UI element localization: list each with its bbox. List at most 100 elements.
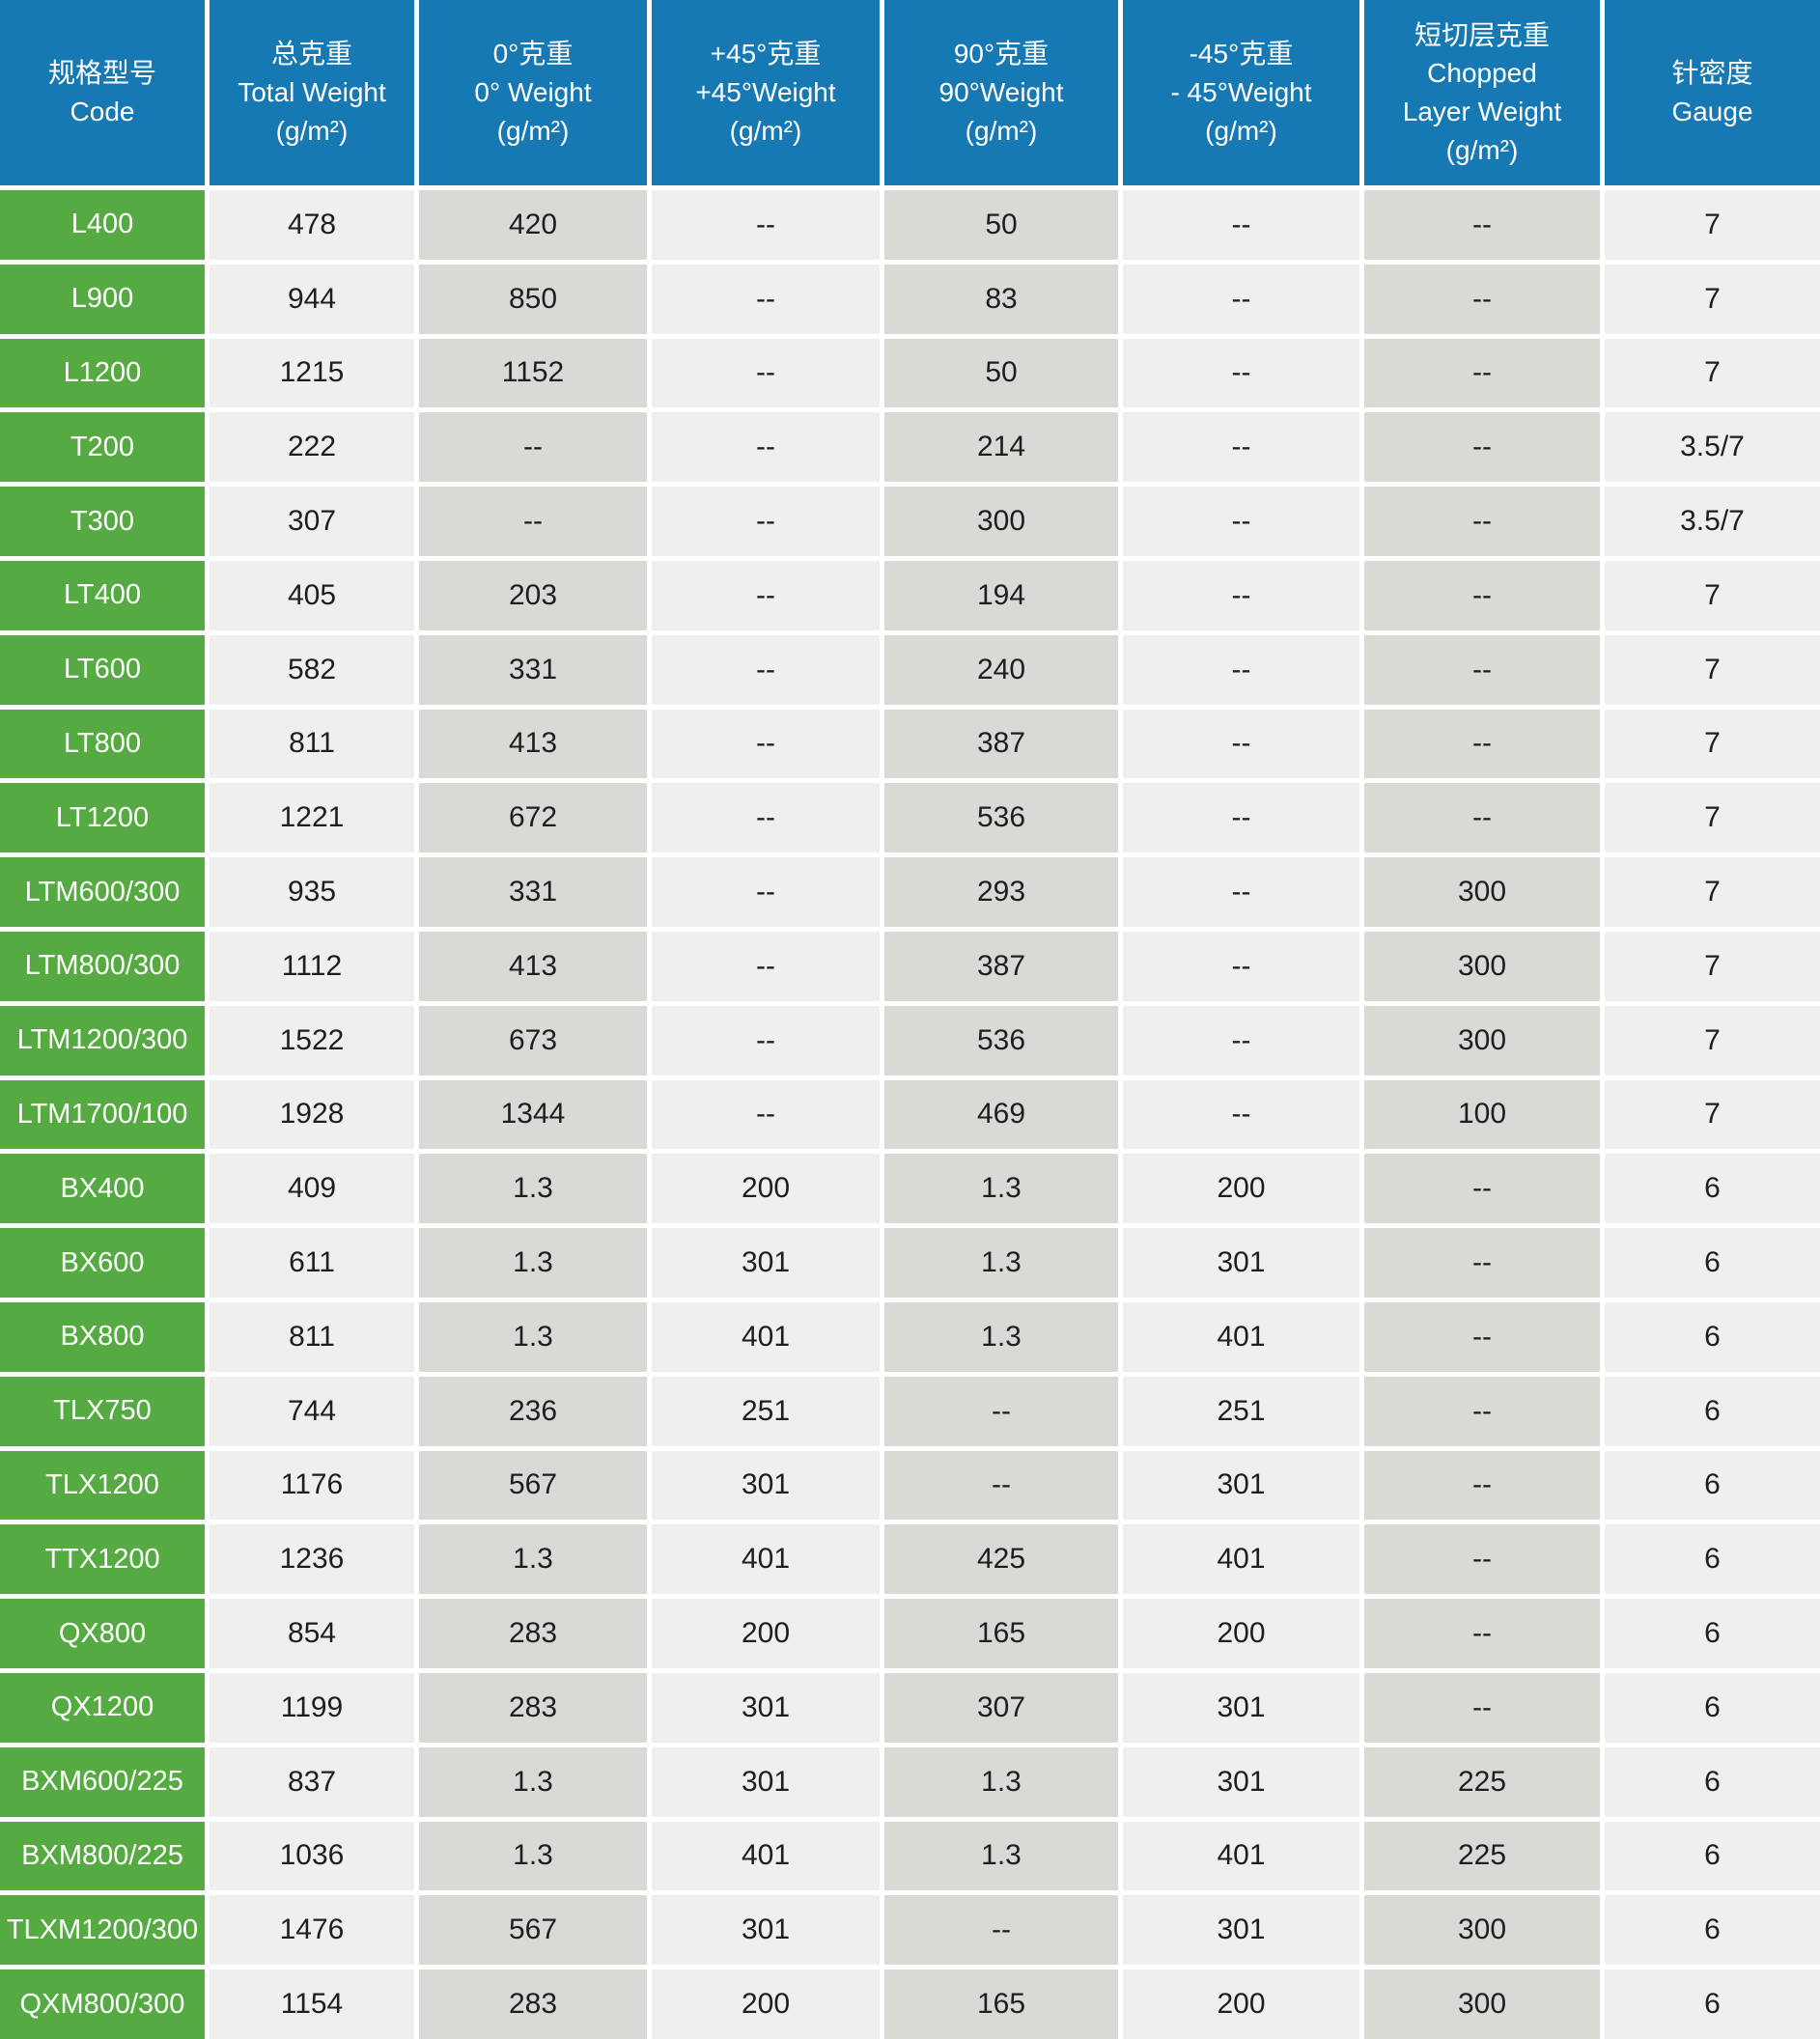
code-cell: BXM600/225 <box>0 1746 205 1817</box>
value-cell-minus45: -- <box>1123 190 1359 260</box>
value-cell-plus45: -- <box>652 487 880 556</box>
value-cell-total: 409 <box>210 1154 414 1224</box>
value-cell-gauge: 3.5/7 <box>1605 487 1820 556</box>
column-header-total-line: 总克重 <box>270 39 352 70</box>
value-cell-total: 944 <box>210 264 414 334</box>
value-cell-plus45: 301 <box>652 1746 880 1817</box>
value-cell-minus45: 301 <box>1123 1746 1359 1817</box>
value-cell-minus45: 401 <box>1123 1301 1359 1372</box>
value-cell-chopped: -- <box>1364 634 1600 705</box>
code-cell: TLX1200 <box>0 1450 205 1521</box>
value-cell-chopped: 300 <box>1364 1895 1600 1966</box>
column-header-deg0-line: 0° Weight <box>474 77 592 108</box>
value-cell-total: 1112 <box>210 931 414 1001</box>
value-cell-deg0: 413 <box>419 931 647 1001</box>
value-cell-minus45: 200 <box>1123 1154 1359 1224</box>
value-cell-deg90: 1.3 <box>884 1301 1118 1372</box>
value-cell-total: 1236 <box>210 1524 414 1595</box>
value-cell-minus45: 301 <box>1123 1895 1359 1966</box>
column-header-total: 总克重 Total Weight (g/m²) <box>210 0 414 185</box>
code-cell: LT400 <box>0 560 205 630</box>
value-cell-deg90: -- <box>884 1450 1118 1521</box>
value-cell-deg0: 850 <box>419 264 647 334</box>
value-cell-deg0: -- <box>419 487 647 556</box>
value-cell-plus45: -- <box>652 1079 880 1150</box>
value-cell-chopped: 100 <box>1364 1079 1600 1150</box>
column-header-plus45-line: +45°克重 <box>710 39 822 70</box>
value-cell-deg90: 165 <box>884 1969 1118 2039</box>
value-cell-total: 811 <box>210 1301 414 1372</box>
value-cell-deg90: 469 <box>884 1079 1118 1150</box>
code-cell: LTM1700/100 <box>0 1079 205 1150</box>
value-cell-deg90: 50 <box>884 190 1118 260</box>
column-header-deg0-line: 0°克重 <box>492 39 574 70</box>
code-cell: T300 <box>0 487 205 556</box>
value-cell-total: 1928 <box>210 1079 414 1150</box>
value-cell-gauge: 7 <box>1605 931 1820 1001</box>
column-header-code-line: 规格型号 <box>47 58 156 89</box>
value-cell-total: 811 <box>210 709 414 779</box>
value-cell-plus45: -- <box>652 1005 880 1075</box>
code-cell: QXM800/300 <box>0 1969 205 2039</box>
value-cell-chopped: -- <box>1364 1154 1600 1224</box>
value-cell-plus45: 401 <box>652 1301 880 1372</box>
column-header-minus45-line: (g/m²) <box>1205 115 1277 146</box>
value-cell-gauge: 3.5/7 <box>1605 412 1820 483</box>
value-cell-gauge: 6 <box>1605 1301 1820 1372</box>
value-cell-minus45: -- <box>1123 857 1359 927</box>
value-cell-chopped: 300 <box>1364 1005 1600 1075</box>
value-cell-total: 1154 <box>210 1969 414 2039</box>
value-cell-total: 1215 <box>210 338 414 408</box>
value-cell-chopped: 300 <box>1364 1969 1600 2039</box>
value-cell-deg0: 283 <box>419 1969 647 2039</box>
value-cell-minus45: -- <box>1123 487 1359 556</box>
value-cell-plus45: -- <box>652 412 880 483</box>
value-cell-chopped: -- <box>1364 1599 1600 1668</box>
value-cell-total: 307 <box>210 487 414 556</box>
value-cell-gauge: 6 <box>1605 1228 1820 1298</box>
value-cell-deg0: 1.3 <box>419 1746 647 1817</box>
value-cell-minus45: -- <box>1123 1079 1359 1150</box>
value-cell-deg0: 203 <box>419 560 647 630</box>
value-cell-minus45: 401 <box>1123 1821 1359 1891</box>
column-header-plus45: +45°克重 +45°Weight (g/m²) <box>652 0 880 185</box>
value-cell-minus45: -- <box>1123 338 1359 408</box>
value-cell-chopped: 225 <box>1364 1746 1600 1817</box>
value-cell-deg0: 567 <box>419 1895 647 1966</box>
value-cell-chopped: -- <box>1364 560 1600 630</box>
value-cell-deg0: 283 <box>419 1672 647 1743</box>
column-header-chopped: 短切层克重 Chopped Layer Weight (g/m²) <box>1364 0 1600 185</box>
value-cell-gauge: 7 <box>1605 560 1820 630</box>
value-cell-gauge: 7 <box>1605 783 1820 853</box>
value-cell-gauge: 6 <box>1605 1450 1820 1521</box>
value-cell-deg0: 1.3 <box>419 1821 647 1891</box>
value-cell-total: 1221 <box>210 783 414 853</box>
value-cell-chopped: -- <box>1364 487 1600 556</box>
column-header-deg0: 0°克重 0° Weight (g/m²) <box>419 0 647 185</box>
value-cell-gauge: 7 <box>1605 1005 1820 1075</box>
column-header-total-line: Total Weight <box>238 77 386 108</box>
column-header-chopped-line: Chopped <box>1427 58 1537 89</box>
value-cell-total: 935 <box>210 857 414 927</box>
value-cell-chopped: -- <box>1364 1228 1600 1298</box>
value-cell-plus45: 301 <box>652 1228 880 1298</box>
value-cell-deg0: 1152 <box>419 338 647 408</box>
value-cell-deg0: 331 <box>419 857 647 927</box>
value-cell-chopped: -- <box>1364 1450 1600 1521</box>
value-cell-minus45: 200 <box>1123 1969 1359 2039</box>
value-cell-plus45: 251 <box>652 1376 880 1446</box>
value-cell-total: 1476 <box>210 1895 414 1966</box>
value-cell-deg0: 673 <box>419 1005 647 1075</box>
value-cell-total: 1176 <box>210 1450 414 1521</box>
value-cell-total: 1036 <box>210 1821 414 1891</box>
code-cell: L1200 <box>0 338 205 408</box>
value-cell-plus45: -- <box>652 857 880 927</box>
value-cell-chopped: -- <box>1364 709 1600 779</box>
column-header-total-line: (g/m²) <box>275 115 349 146</box>
value-cell-gauge: 6 <box>1605 1746 1820 1817</box>
value-cell-total: 582 <box>210 634 414 705</box>
value-cell-deg90: 293 <box>884 857 1118 927</box>
value-cell-plus45: 301 <box>652 1672 880 1743</box>
value-cell-deg90: 307 <box>884 1672 1118 1743</box>
